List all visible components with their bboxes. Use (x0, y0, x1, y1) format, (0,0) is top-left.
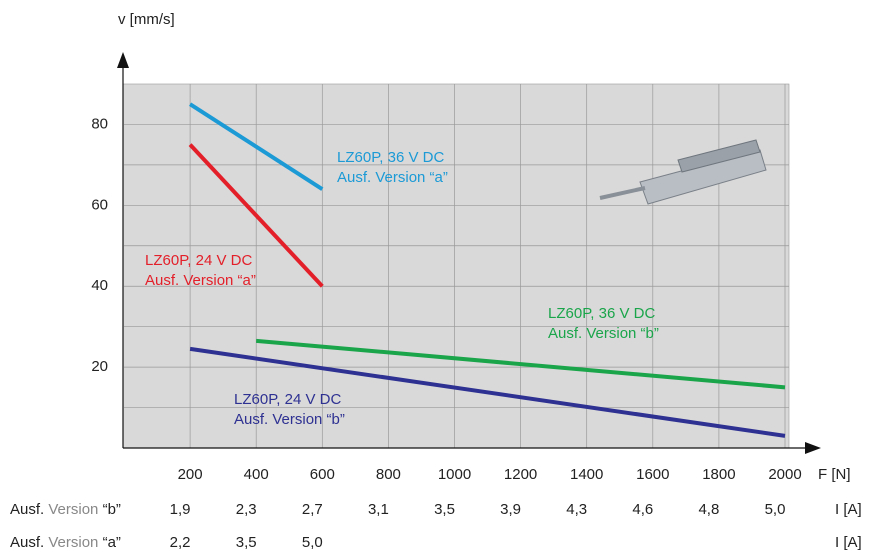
row-label: Ausf. Version “a” (10, 534, 121, 551)
x-tick-label: 1000 (438, 466, 471, 483)
row-label-part: Ausf. (10, 534, 44, 551)
x-tick-label: 800 (376, 466, 401, 483)
x-axis-label: F [N] (818, 466, 851, 483)
row-label: Ausf. Version “b” (10, 501, 121, 518)
x-tick-label: 200 (178, 466, 203, 483)
series-sublabel: Ausf. Version “a” (337, 169, 448, 186)
x-axis-arrow (805, 442, 821, 454)
x-tick-label: 1800 (702, 466, 735, 483)
y-tick-label: 80 (91, 115, 108, 132)
current-value: 3,9 (500, 501, 521, 518)
row-label-part: “a” (103, 534, 121, 551)
row-label-part: Version (48, 501, 98, 518)
current-value: 1,9 (170, 501, 191, 518)
current-value: 5,0 (765, 501, 786, 518)
series-label: LZ60P, 36 V DC (337, 149, 444, 166)
x-tick-label: 1600 (636, 466, 669, 483)
current-value: 2,2 (170, 534, 191, 551)
x-tick-label: 600 (310, 466, 335, 483)
series-sublabel: Ausf. Version “b” (548, 325, 659, 342)
current-value: 4,8 (698, 501, 719, 518)
current-unit: I [A] (835, 534, 862, 551)
chart: v [mm/s] F [N] 20 40 60 80 200 400 600 800 1000 1… (0, 0, 871, 556)
x-tick-label: 1400 (570, 466, 603, 483)
series-label: LZ60P, 24 V DC (145, 252, 252, 269)
current-value: 2,3 (236, 501, 257, 518)
y-tick-label: 40 (91, 277, 108, 294)
x-tick-label: 1200 (504, 466, 537, 483)
y-axis-arrow (117, 52, 129, 68)
x-tick-label: 400 (244, 466, 269, 483)
x-tick-label: 2000 (768, 466, 801, 483)
current-value: 3,1 (368, 501, 389, 518)
current-value: 4,3 (566, 501, 587, 518)
series-label: LZ60P, 36 V DC (548, 305, 655, 322)
series-label: LZ60P, 24 V DC (234, 391, 341, 408)
current-value: 2,7 (302, 501, 323, 518)
row-label-part: “b” (103, 501, 121, 518)
y-tick-label: 20 (91, 358, 108, 375)
current-unit: I [A] (835, 501, 862, 518)
y-axis-label: v [mm/s] (118, 11, 175, 28)
current-value: 3,5 (236, 534, 257, 551)
current-value: 4,6 (632, 501, 653, 518)
series-sublabel: Ausf. Version “a” (145, 272, 256, 289)
current-value: 3,5 (434, 501, 455, 518)
row-label-part: Version (48, 534, 98, 551)
series-sublabel: Ausf. Version “b” (234, 411, 345, 428)
row-label-part: Ausf. (10, 501, 44, 518)
current-value: 5,0 (302, 534, 323, 551)
y-tick-label: 60 (91, 196, 108, 213)
